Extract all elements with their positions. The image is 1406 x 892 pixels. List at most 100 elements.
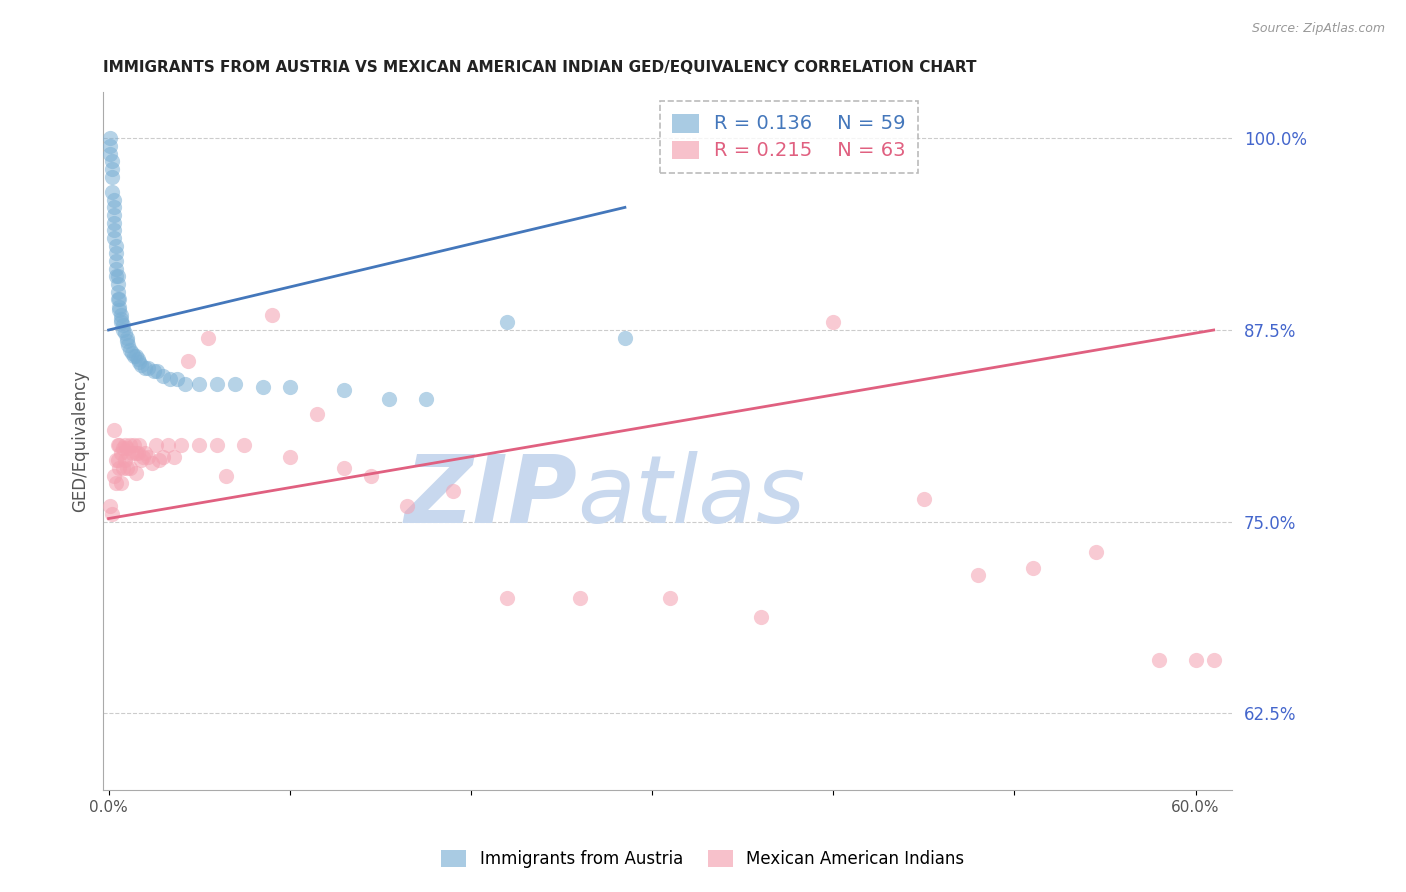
Point: [396, 500, 419, 514]
Point: [108, 293, 131, 307]
Point: [115, 441, 138, 455]
Point: [103, 468, 125, 483]
Point: [103, 231, 125, 245]
Point: [104, 269, 127, 284]
Point: [613, 331, 636, 345]
Point: [125, 445, 148, 459]
Point: [152, 450, 174, 465]
Point: [101, 154, 124, 169]
Point: [110, 476, 132, 491]
Point: [170, 438, 193, 452]
Point: [115, 461, 138, 475]
Point: [115, 331, 138, 345]
Point: [252, 380, 274, 394]
Point: [415, 392, 437, 406]
Point: [100, 500, 122, 514]
Point: [103, 423, 125, 437]
Point: [107, 285, 129, 299]
Legend: Immigrants from Austria, Mexican American Indians: Immigrants from Austria, Mexican America…: [434, 843, 972, 875]
Point: [1202, 652, 1225, 666]
Point: [441, 483, 464, 498]
Point: [103, 201, 125, 215]
Point: [360, 468, 382, 483]
Point: [1184, 652, 1206, 666]
Point: [188, 376, 211, 391]
Point: [108, 303, 131, 318]
Legend: R = 0.136    N = 59, R = 0.215    N = 63: R = 0.136 N = 59, R = 0.215 N = 63: [659, 102, 918, 173]
Point: [305, 407, 328, 421]
Point: [110, 445, 132, 459]
Point: [215, 468, 238, 483]
Point: [146, 364, 169, 378]
Point: [103, 193, 125, 207]
Point: [278, 450, 301, 465]
Point: [142, 364, 165, 378]
Point: [128, 438, 150, 452]
Point: [121, 346, 143, 360]
Point: [145, 438, 167, 452]
Point: [104, 254, 127, 268]
Text: Source: ZipAtlas.com: Source: ZipAtlas.com: [1251, 22, 1385, 36]
Point: [177, 353, 200, 368]
Point: [107, 269, 129, 284]
Point: [103, 208, 125, 222]
Point: [117, 445, 139, 459]
Point: [152, 369, 174, 384]
Point: [122, 349, 145, 363]
Point: [173, 376, 195, 391]
Point: [128, 355, 150, 369]
Point: [823, 315, 845, 329]
Point: [121, 445, 143, 459]
Point: [120, 461, 142, 475]
Point: [120, 343, 142, 357]
Point: [108, 300, 131, 314]
Point: [207, 438, 229, 452]
Point: [107, 277, 129, 291]
Point: [127, 445, 149, 459]
Point: [108, 461, 131, 475]
Point: [749, 609, 772, 624]
Point: [333, 461, 356, 475]
Point: [107, 293, 129, 307]
Point: [112, 461, 135, 475]
Point: [233, 438, 256, 452]
Point: [134, 445, 156, 459]
Point: [129, 358, 152, 372]
Point: [117, 338, 139, 352]
Point: [967, 568, 990, 582]
Point: [278, 380, 301, 394]
Point: [1021, 560, 1043, 574]
Point: [496, 315, 519, 329]
Point: [100, 131, 122, 145]
Point: [114, 438, 136, 452]
Point: [207, 376, 229, 391]
Point: [101, 507, 124, 521]
Point: [114, 326, 136, 340]
Point: [112, 318, 135, 333]
Point: [122, 438, 145, 452]
Point: [260, 308, 283, 322]
Point: [110, 308, 132, 322]
Y-axis label: GED/Equivalency: GED/Equivalency: [72, 370, 89, 512]
Point: [141, 456, 163, 470]
Point: [1084, 545, 1107, 559]
Point: [129, 453, 152, 467]
Point: [104, 238, 127, 252]
Point: [104, 246, 127, 260]
Point: [115, 334, 138, 348]
Point: [120, 438, 142, 452]
Point: [134, 361, 156, 376]
Point: [138, 450, 160, 465]
Point: [127, 352, 149, 367]
Point: [163, 450, 186, 465]
Point: [159, 372, 181, 386]
Point: [138, 361, 160, 376]
Point: [188, 438, 211, 452]
Point: [101, 169, 124, 184]
Point: [103, 216, 125, 230]
Point: [104, 453, 127, 467]
Point: [568, 591, 591, 606]
Point: [108, 438, 131, 452]
Point: [101, 185, 124, 199]
Point: [100, 139, 122, 153]
